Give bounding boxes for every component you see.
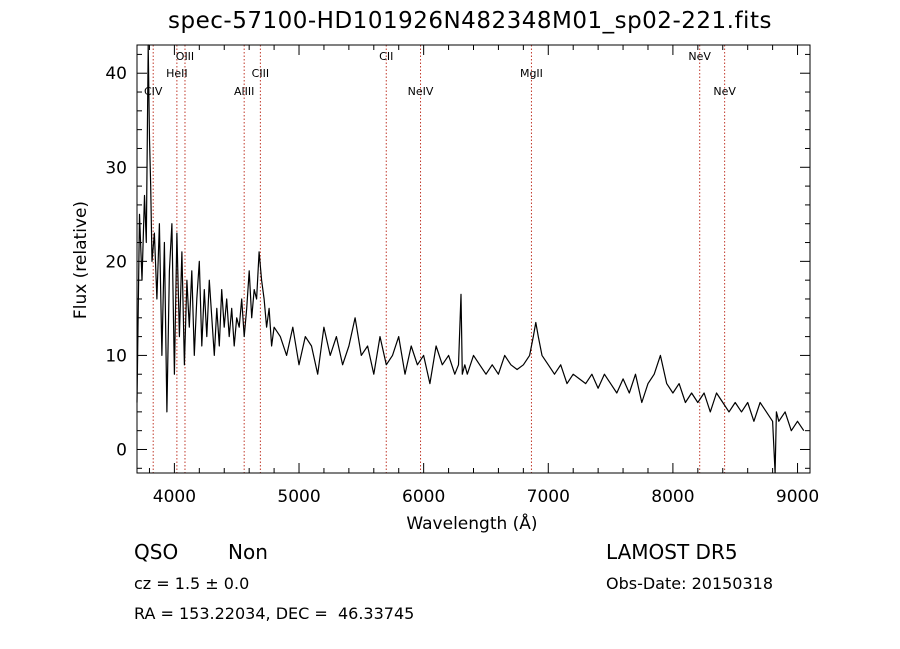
flux-line [136,44,805,474]
flux-series [136,44,805,474]
x-axis-label: Wavelength (Å) [406,512,537,534]
x-tick-label: 4000 [153,487,196,507]
y-tick-label: 40 [105,64,127,84]
x-tick-label: 9000 [776,487,819,507]
x-tick-label: 5000 [277,487,320,507]
line-label-aliii: AlIII [234,85,254,98]
y-tick-label: 20 [105,252,127,272]
chart-title: spec-57100-HD101926N482348M01_sp02-221.f… [168,8,772,34]
x-tick-label: 7000 [527,487,570,507]
redshift-cz: cz = 1.5 ± 0.0 [134,574,250,593]
x-tick-label: 8000 [651,487,694,507]
y-tick-label: 0 [116,440,127,460]
line-label-neiv: NeIV [408,85,434,98]
survey-name: LAMOST DR5 [606,540,738,564]
y-axis-label: Flux (relative) [71,201,91,319]
observation-date: Obs-Date: 20150318 [606,574,774,593]
line-label-mgii: MgII [520,67,543,80]
axes: 4000 5000 6000 7000 8000 9000 0 10 20 30 40 [105,44,819,507]
line-label-civ: CIV [144,85,163,98]
y-tick-label: 10 [105,346,127,366]
line-label-heii: HeII [166,67,188,80]
coordinates: RA = 153.22034, DEC = 46.33745 [134,604,415,623]
x-tick-label: 6000 [402,487,445,507]
line-label-ciii: CIII [252,67,269,80]
line-label-cii: CII [379,50,393,63]
line-label-oiii: OIII [176,50,194,63]
line-label-nev: NeV [713,85,736,98]
line-label-nev: NeV [688,50,711,63]
object-subclass: Non [228,540,268,564]
object-class: QSO [134,540,179,564]
y-tick-label: 30 [105,158,127,178]
